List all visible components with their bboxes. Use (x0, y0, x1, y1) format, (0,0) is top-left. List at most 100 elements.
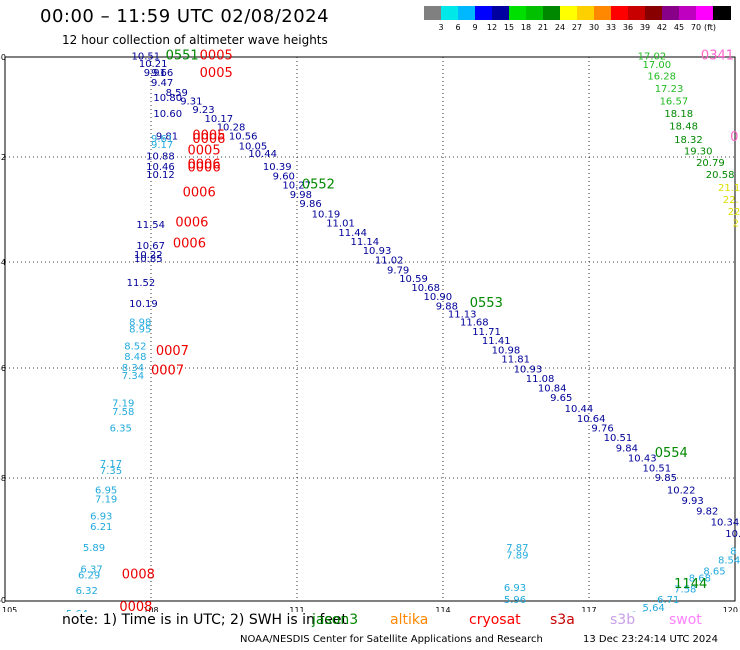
swh-value: 17.00 (643, 60, 672, 71)
pass-time-label: 0008 (122, 568, 155, 583)
swh-value: 10.22 (134, 250, 163, 261)
colorbar-swatch (679, 6, 697, 20)
swh-value: 10.68 (411, 283, 440, 294)
swh-value: 2 (733, 218, 739, 229)
swh-value: 10.93 (514, 364, 543, 375)
swh-value: 8.52 (124, 341, 146, 352)
swh-value: 10.28 (217, 123, 246, 134)
pass-time-label: 0553 (470, 296, 503, 311)
lon-tick-label: 120 (723, 606, 738, 612)
swh-value: 16.28 (647, 72, 676, 83)
swh-value: 10.88 (146, 152, 175, 163)
pass-time-label: 0006 (188, 158, 221, 173)
legend-s3a: s3a (550, 612, 575, 628)
map-title: 00:00 – 11:59 UTC 02/08/2024 (40, 6, 330, 27)
swh-value: 10.19 (312, 209, 341, 220)
swh-value: 6.32 (76, 586, 98, 597)
swh-value: 10.17 (205, 114, 234, 125)
swh-value: 21.1 (718, 183, 740, 194)
swh-value: 18.32 (674, 135, 703, 146)
colorbar-swatch (492, 6, 510, 20)
swh-value: 10.51 (132, 52, 161, 63)
map-frame (4, 56, 736, 602)
pass-time-label: 0007 (151, 364, 184, 379)
colorbar-unit: (ft) (704, 23, 717, 32)
pass-time-label: 0552 (302, 178, 335, 193)
swh-value: 9.82 (696, 507, 718, 518)
pass-time-label: 0006 (192, 132, 225, 147)
pass-time-label: 0005 (200, 49, 233, 64)
lon-tick-label: 117 (581, 606, 596, 612)
colorbar-label: 9 (472, 23, 478, 32)
legend-s3b: s3b (610, 612, 636, 628)
swh-value: 20.58 (706, 170, 735, 181)
colorbar-swatch (645, 6, 663, 20)
swh-value: 11.08 (526, 374, 555, 385)
lat-tick-label: -58 (0, 474, 6, 483)
colorbar-swatch (594, 6, 612, 20)
swh-value: 10.59 (399, 274, 428, 285)
swh-value: 10.46 (146, 162, 175, 173)
swh-value: 5.89 (83, 543, 105, 554)
swh-value: 6.71 (657, 595, 679, 606)
swh-value: 9.76 (591, 423, 613, 434)
lat-tick-label: -50 (0, 53, 6, 62)
colorbar-label: 3 (438, 23, 444, 32)
pass-time-label: 0005 (188, 144, 221, 159)
footer-credit: NOAA/NESDIS Center for Satellite Applica… (240, 634, 543, 645)
swh-value: 6.29 (78, 571, 100, 582)
swh-value: 22. (723, 195, 739, 206)
pass-time-label: 0006 (183, 185, 216, 200)
swh-value: 10.19 (129, 299, 158, 310)
lat-tick-label: -52 (0, 153, 6, 162)
wave-height-map: -50 -52 -54 -56 -58 -60105 108 111 114 117 120 10.… (0, 49, 740, 613)
lon-tick-label: 105 (2, 606, 17, 612)
swh-value: 9.79 (387, 266, 409, 277)
swh-value: 9.61 (151, 134, 173, 145)
swh-value: 10.5 (725, 529, 740, 540)
colorbar-label: 30 (588, 23, 600, 32)
swh-value: 9.47 (151, 78, 173, 89)
map-grid (5, 57, 735, 600)
colorbar-swatch (526, 6, 544, 20)
swh-value: 7.58 (112, 407, 134, 418)
swh-value: 5.96 (504, 595, 526, 606)
swh-value: 10.22 (667, 485, 696, 496)
swh-value: 6.93 (90, 511, 112, 522)
swh-value: 9.17 (151, 140, 173, 151)
legend-note: note: 1) Time is in UTC; 2) SWH is in fe… (62, 612, 348, 628)
colorbar-label: 24 (554, 23, 566, 32)
swh-value: 6.37 (80, 565, 102, 576)
swh-value: 8.48 (124, 352, 146, 363)
swh-value: 7.35 (100, 466, 122, 477)
swh-value: 10.80 (153, 93, 182, 104)
swh-value: 6.35 (110, 423, 132, 434)
swh-value: 6.64 (630, 610, 652, 612)
colorbar-label: 12 (486, 23, 498, 32)
swh-value: 10.43 (628, 454, 657, 465)
swh-value: 7.89 (506, 551, 528, 562)
swh-value: 17.02 (638, 52, 667, 63)
swh-value: 6.93 (504, 583, 526, 594)
swh-value: 7.34 (122, 371, 144, 382)
colorbar-label: 6 (455, 23, 461, 32)
pass-time-label: 0554 (655, 446, 688, 461)
colorbar-swatch (424, 6, 442, 20)
swh-value: 10.12 (146, 170, 175, 181)
pass-time-label: 1144 (674, 577, 707, 592)
map-subtitle: 12 hour collection of altimeter wave hei… (62, 33, 328, 47)
pass-time-label: 0 (730, 130, 738, 145)
swh-value: 10.64 (577, 414, 606, 425)
colorbar-label: 70 (690, 23, 702, 32)
colorbar-swatch (628, 6, 646, 20)
swh-value: 10.51 (604, 433, 633, 444)
swh-value: 10.34 (711, 518, 740, 529)
swh-values: 10.5110.219.919.669.478.5910.809.319.231… (66, 52, 740, 613)
swh-value: 22 (728, 207, 740, 218)
swh-value: 5.64 (643, 603, 665, 612)
swh-value: 9.31 (180, 97, 202, 108)
swh-value: 9.91 (144, 68, 166, 79)
swh-value: 7.58 (674, 585, 696, 596)
swh-value: 8.68 (689, 574, 711, 585)
swh-value: 11.44 (338, 228, 367, 239)
